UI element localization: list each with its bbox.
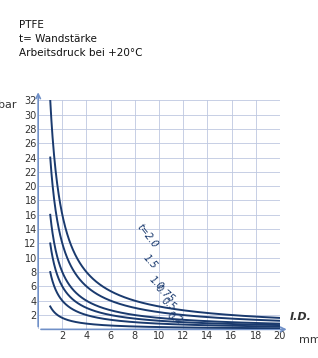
- Text: 1.5: 1.5: [141, 252, 159, 271]
- Text: mm: mm: [299, 335, 318, 345]
- Text: I.D.: I.D.: [289, 312, 311, 322]
- Text: 0.5: 0.5: [159, 296, 177, 313]
- Text: bar: bar: [0, 100, 17, 110]
- Text: 0.75: 0.75: [153, 283, 176, 304]
- Text: 1.0: 1.0: [147, 274, 165, 292]
- Text: 0.2: 0.2: [165, 310, 183, 327]
- Text: PTFE
t= Wandstärke
Arbeitsdruck bei +20°C: PTFE t= Wandstärke Arbeitsdruck bei +20°…: [19, 20, 142, 58]
- Text: t=2.0: t=2.0: [135, 222, 160, 250]
